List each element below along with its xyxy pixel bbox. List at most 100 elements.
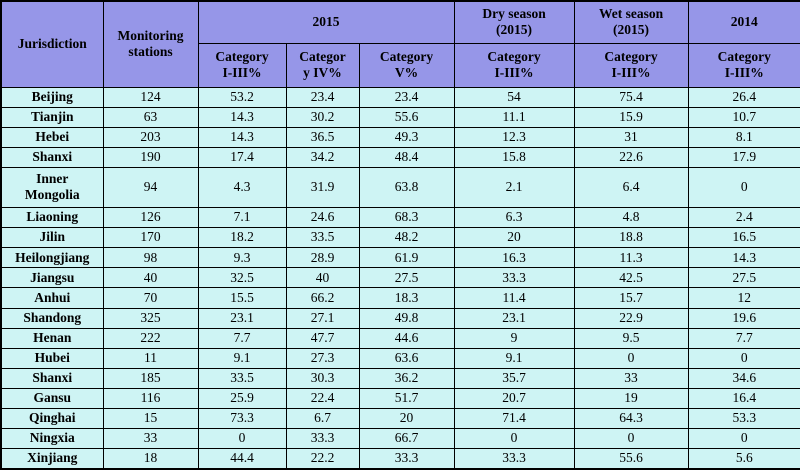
value-cell: 9.5 — [573, 327, 689, 349]
value-cell: 30.2 — [285, 106, 360, 128]
value-cell: 9 — [453, 327, 575, 349]
value-cell: 26.4 — [687, 86, 800, 108]
value-cell: 10.7 — [687, 106, 800, 128]
value-cell: 116 — [102, 387, 199, 410]
value-cell: 94 — [102, 166, 199, 209]
jurisdiction-cell: Xinjiang — [0, 448, 104, 470]
value-cell: 325 — [102, 307, 199, 329]
table-row: Qinghai 15 73.3 6.7 20 71.4 64.3 53.3 — [0, 408, 800, 430]
value-cell: 44.4 — [197, 448, 287, 470]
value-cell: 12 — [687, 287, 800, 309]
col-header-2015-category-i-iii: Category I-III% — [197, 42, 287, 88]
value-cell: 71.4 — [453, 408, 575, 430]
value-cell: 40 — [102, 267, 199, 289]
value-cell: 44.6 — [358, 327, 455, 349]
jurisdiction-cell: Shanxi — [0, 146, 104, 168]
table-row: Shanxi 190 17.4 34.2 48.4 15.8 22.6 17.9 — [0, 146, 800, 168]
value-cell: 16.3 — [453, 247, 575, 269]
value-cell: 20 — [358, 408, 455, 430]
table-row: Liaoning 126 7.1 24.6 68.3 6.3 4.8 2.4 — [0, 207, 800, 229]
jurisdiction-cell: Heilongjiang — [0, 247, 104, 269]
value-cell: 33.3 — [358, 448, 455, 470]
value-cell: 0 — [687, 428, 800, 450]
jurisdiction-cell: Shandong — [0, 307, 104, 329]
value-cell: 98 — [102, 247, 199, 269]
value-cell: 70 — [102, 287, 199, 309]
col-header-2015-category-iv: Categor y IV% — [285, 42, 360, 88]
value-cell: 64.3 — [573, 408, 689, 430]
value-cell: 7.7 — [687, 327, 800, 349]
table-row: Hubei 11 9.1 27.3 63.6 9.1 0 0 — [0, 347, 800, 369]
jurisdiction-cell: Hebei — [0, 126, 104, 148]
table-row: Ningxia 33 0 33.3 66.7 0 0 0 — [0, 428, 800, 450]
value-cell: 20.7 — [453, 387, 575, 410]
table-row: Jiangsu 40 32.5 40 27.5 33.3 42.5 27.5 — [0, 267, 800, 289]
table-row: Hebei 203 14.3 36.5 49.3 12.3 31 8.1 — [0, 126, 800, 148]
col-header-jurisdiction: Jurisdiction — [0, 0, 104, 88]
value-cell: 12.3 — [453, 126, 575, 148]
value-cell: 27.5 — [358, 267, 455, 289]
jurisdiction-cell: Beijing — [0, 86, 104, 108]
jurisdiction-cell: Gansu — [0, 387, 104, 410]
table-row: Xinjiang 18 44.4 22.2 33.3 33.3 55.6 5.6 — [0, 448, 800, 470]
value-cell: 22.6 — [573, 146, 689, 168]
table-row: Inner Mongolia 94 4.3 31.9 63.8 2.1 6.4 0 — [0, 166, 800, 209]
value-cell: 15.9 — [573, 106, 689, 128]
value-cell: 54 — [453, 86, 575, 108]
value-cell: 49.3 — [358, 126, 455, 148]
value-cell: 27.3 — [285, 347, 360, 369]
value-cell: 35.7 — [453, 367, 575, 389]
value-cell: 31.9 — [285, 166, 360, 209]
value-cell: 33.5 — [285, 227, 360, 249]
value-cell: 0 — [687, 166, 800, 209]
table-row: Gansu 116 25.9 22.4 51.7 20.7 19 16.4 — [0, 387, 800, 410]
value-cell: 34.2 — [285, 146, 360, 168]
value-cell: 61.9 — [358, 247, 455, 269]
value-cell: 33 — [102, 428, 199, 450]
table-header: Jurisdiction Monitoring stations 2015 Dr… — [0, 0, 800, 88]
col-header-wet-category-i-iii: Category I-III% — [573, 42, 689, 88]
value-cell: 63.8 — [358, 166, 455, 209]
value-cell: 15.5 — [197, 287, 287, 309]
value-cell: 8.1 — [687, 126, 800, 148]
value-cell: 17.9 — [687, 146, 800, 168]
table-row: Jilin 170 18.2 33.5 48.2 20 18.8 16.5 — [0, 227, 800, 249]
col-header-2015-category-v: Category V% — [358, 42, 455, 88]
value-cell: 2.1 — [453, 166, 575, 209]
jurisdiction-cell: Qinghai — [0, 408, 104, 430]
value-cell: 15.7 — [573, 287, 689, 309]
value-cell: 124 — [102, 86, 199, 108]
value-cell: 9.1 — [197, 347, 287, 369]
value-cell: 36.5 — [285, 126, 360, 148]
value-cell: 20 — [453, 227, 575, 249]
value-cell: 23.4 — [358, 86, 455, 108]
value-cell: 203 — [102, 126, 199, 148]
value-cell: 22.4 — [285, 387, 360, 410]
value-cell: 5.6 — [687, 448, 800, 470]
value-cell: 66.2 — [285, 287, 360, 309]
value-cell: 170 — [102, 227, 199, 249]
value-cell: 53.2 — [197, 86, 287, 108]
value-cell: 48.2 — [358, 227, 455, 249]
value-cell: 23.1 — [197, 307, 287, 329]
value-cell: 49.8 — [358, 307, 455, 329]
value-cell: 19 — [573, 387, 689, 410]
jurisdiction-cell: Jilin — [0, 227, 104, 249]
value-cell: 15.8 — [453, 146, 575, 168]
table-row: Shanxi 185 33.5 30.3 36.2 35.7 33 34.6 — [0, 367, 800, 389]
value-cell: 34.6 — [687, 367, 800, 389]
value-cell: 63 — [102, 106, 199, 128]
value-cell: 24.6 — [285, 207, 360, 229]
table-row: Heilongjiang 98 9.3 28.9 61.9 16.3 11.3 14.3 — [0, 247, 800, 269]
value-cell: 27.1 — [285, 307, 360, 329]
table-row: Shandong 325 23.1 27.1 49.8 23.1 22.9 19.6 — [0, 307, 800, 329]
value-cell: 30.3 — [285, 367, 360, 389]
table-row: Tianjin 63 14.3 30.2 55.6 11.1 15.9 10.7 — [0, 106, 800, 128]
jurisdiction-cell: Hubei — [0, 347, 104, 369]
jurisdiction-cell: Liaoning — [0, 207, 104, 229]
table-row: Beijing 124 53.2 23.4 23.4 54 75.4 26.4 — [0, 86, 800, 108]
value-cell: 33.3 — [453, 448, 575, 470]
value-cell: 0 — [687, 347, 800, 369]
value-cell: 75.4 — [573, 86, 689, 108]
